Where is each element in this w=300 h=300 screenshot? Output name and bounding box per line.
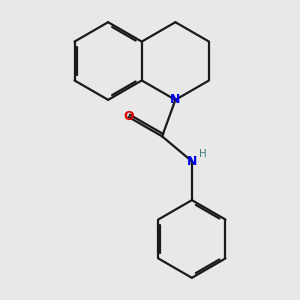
Text: O: O xyxy=(123,110,134,123)
Text: N: N xyxy=(170,93,181,106)
Text: N: N xyxy=(187,155,197,168)
Text: H: H xyxy=(199,149,207,159)
